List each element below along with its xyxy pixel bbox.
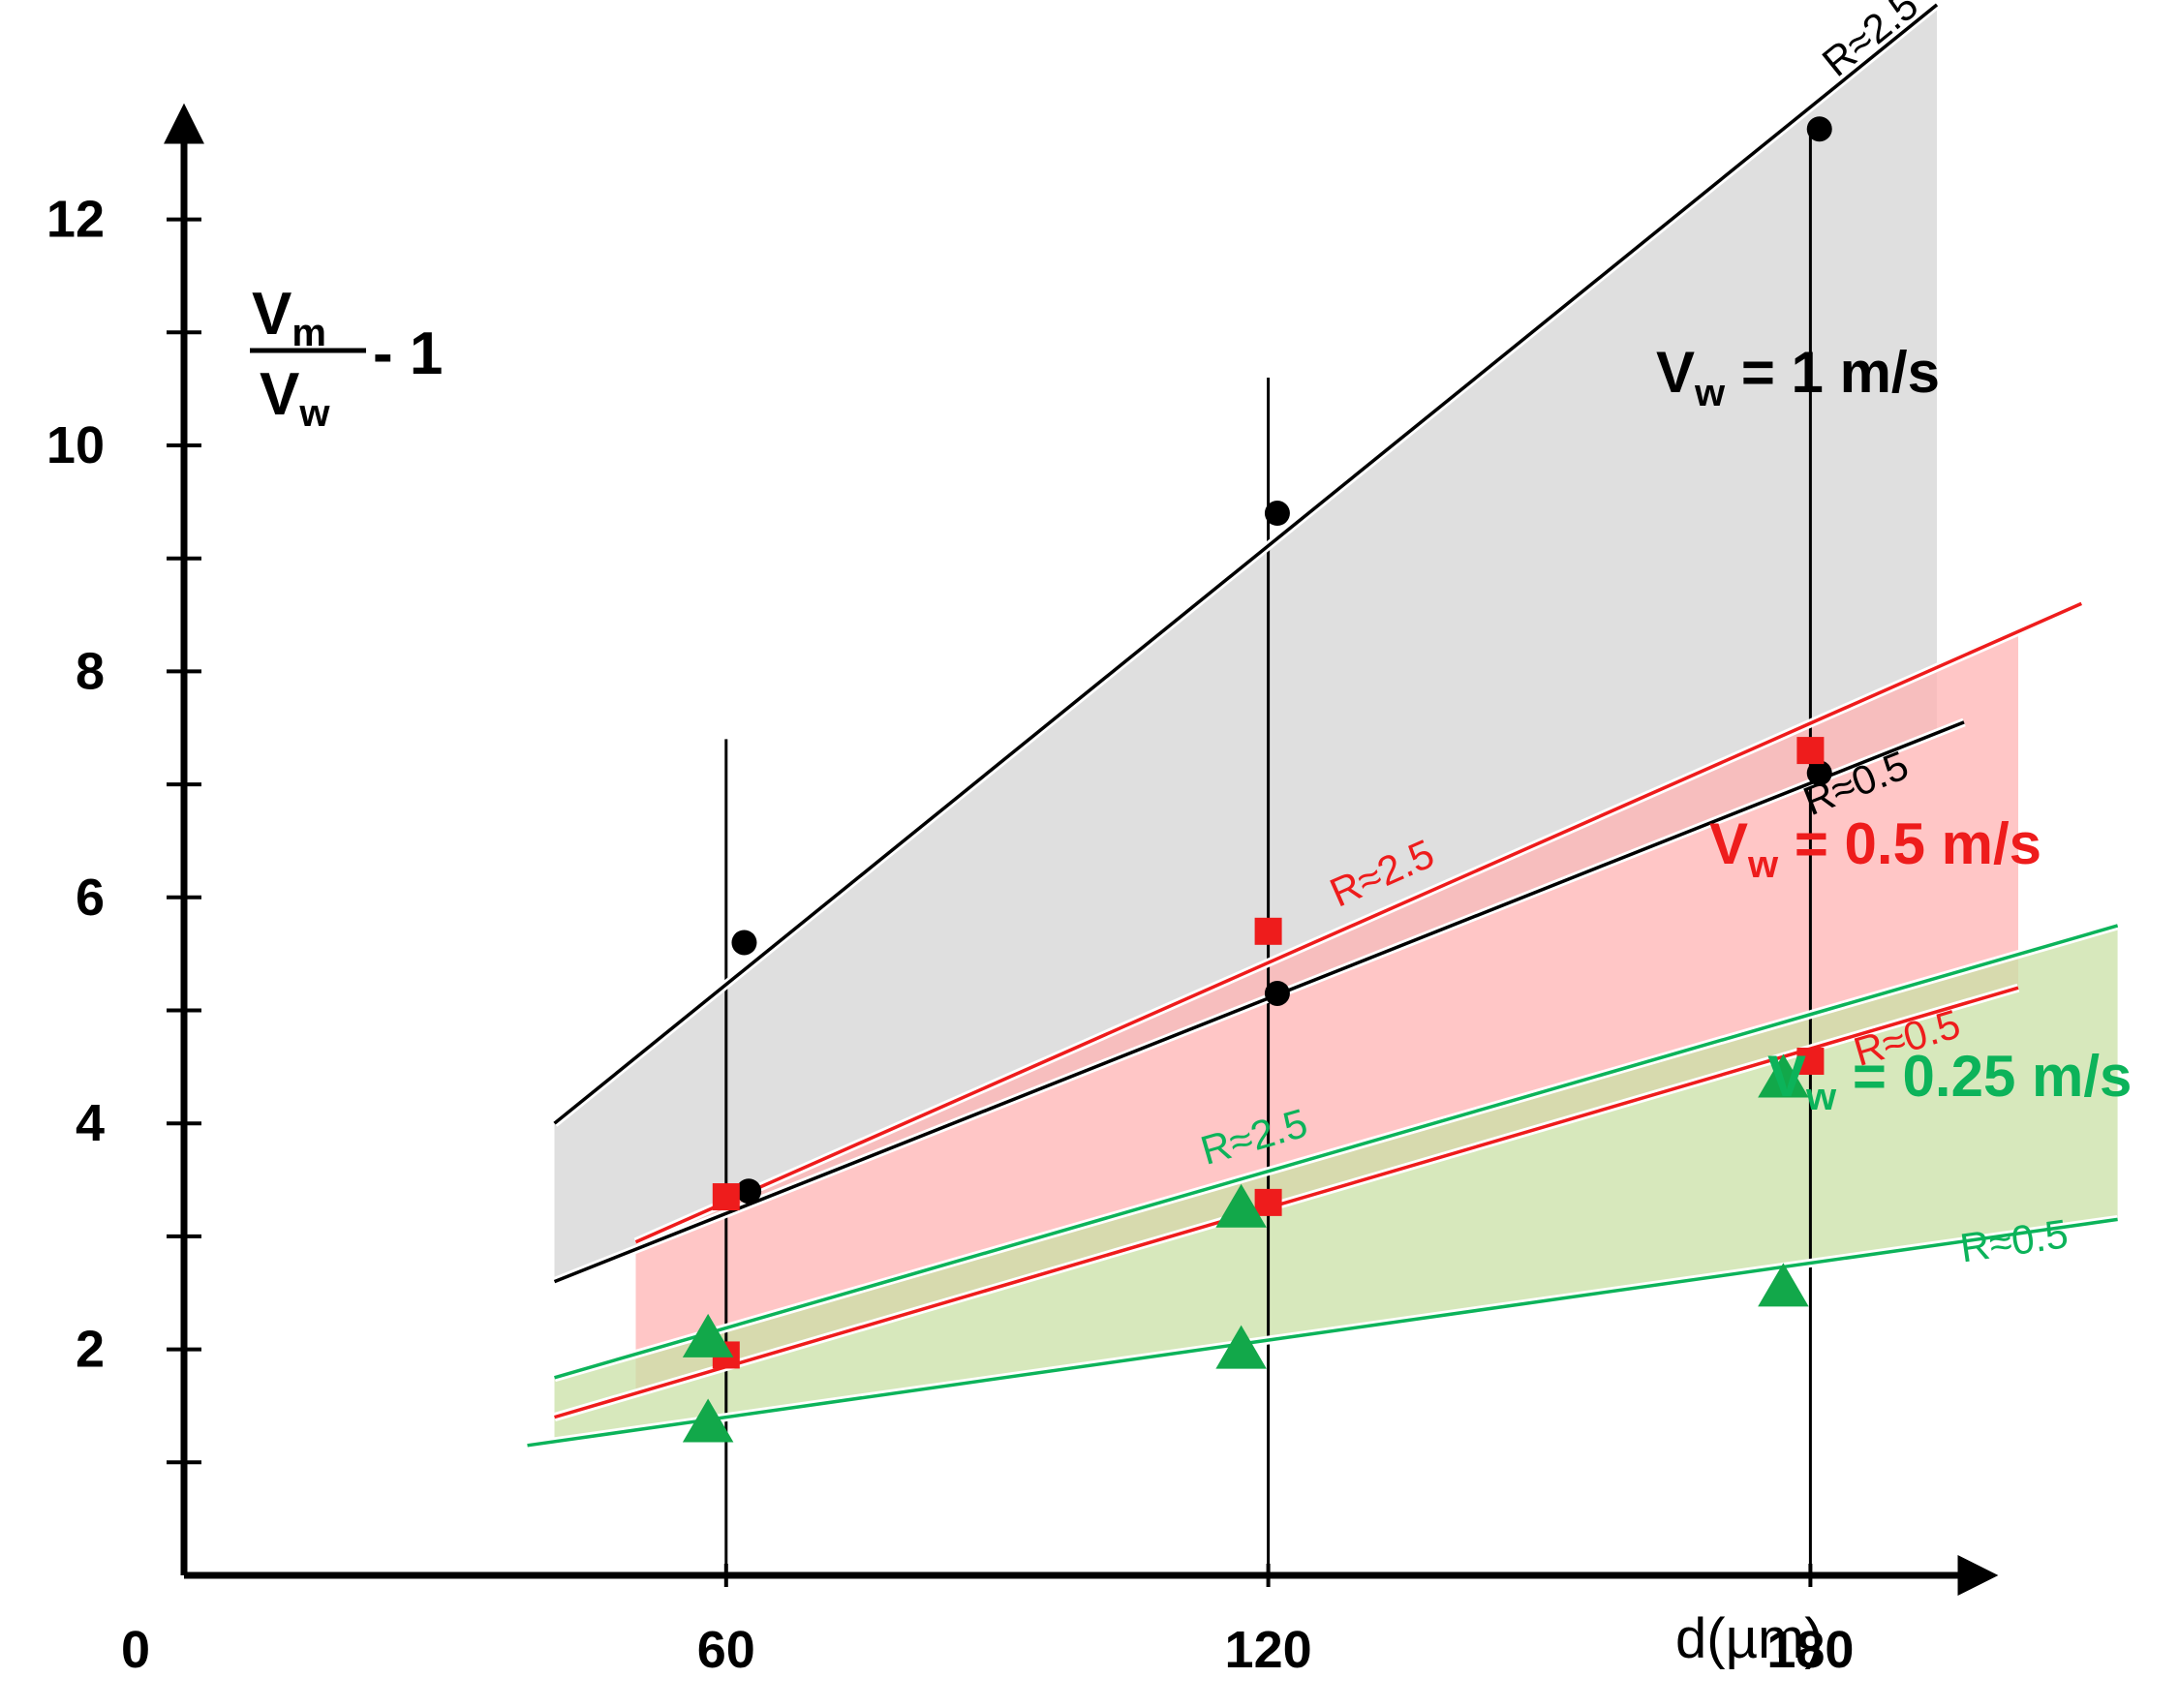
x-tick-label-120: 120: [1225, 1621, 1312, 1679]
y-label-suffix: - 1: [373, 320, 443, 387]
point-triangle-0: [682, 1313, 734, 1357]
data-points: [682, 116, 1832, 1443]
y-label-numerator: Vm: [252, 281, 326, 354]
point-triangle-3: [1215, 1325, 1267, 1369]
y-tick-label-2: 2: [76, 1321, 105, 1379]
y-tick-label-8: 8: [76, 642, 105, 700]
point-square-2: [1254, 917, 1282, 945]
x-axis-label: d(µm): [1675, 1607, 1824, 1670]
point-triangle-1: [682, 1398, 734, 1443]
shaded-bands: [554, 4, 2118, 1442]
y-tick-label-4: 4: [76, 1094, 105, 1152]
x-tick-label-0: 0: [121, 1621, 150, 1679]
point-circle-1: [736, 1178, 762, 1205]
x-tick-label-60: 60: [697, 1621, 755, 1679]
point-circle-4: [1806, 116, 1832, 142]
group-label-red: Vw = 0.5 m/s: [1709, 811, 2041, 886]
point-triangle-4: [1758, 1053, 1809, 1098]
fit-line-black-1: [553, 720, 1965, 1284]
fit-line-green-0: [554, 924, 2119, 1380]
y-label-denominator: Vw: [260, 361, 330, 435]
point-square-0: [712, 1183, 740, 1211]
y-tick-label-6: 6: [76, 869, 105, 927]
fit-line-black-0: [553, 3, 1939, 1125]
group-label-green: Vw = 0.25 m/s: [1767, 1044, 2132, 1118]
point-circle-3: [1264, 980, 1290, 1006]
point-circle-2: [1264, 501, 1290, 527]
point-triangle-5: [1758, 1263, 1809, 1307]
point-square-3: [1254, 1188, 1282, 1216]
band-red: [635, 631, 2018, 1393]
fit-lines: [526, 1, 2119, 1450]
fit-line-red-1: [554, 986, 2019, 1419]
y-axis-label: Vm Vw - 1: [250, 281, 443, 435]
point-square-4: [1796, 737, 1825, 765]
y-tick-label-12: 12: [46, 191, 105, 249]
fit-line-green-1: [527, 1217, 2118, 1448]
point-square-5: [1796, 1048, 1825, 1076]
fit-line-red-0: [634, 601, 2083, 1244]
point-circle-5: [1806, 760, 1832, 786]
point-circle-0: [731, 930, 757, 956]
x-tick-label-180: 180: [1766, 1621, 1854, 1679]
group-label-black: Vw = 1 m/s: [1656, 340, 1940, 414]
point-triangle-2: [1215, 1183, 1267, 1228]
band-black: [554, 4, 1937, 1282]
y-tick-label-10: 10: [46, 416, 105, 474]
